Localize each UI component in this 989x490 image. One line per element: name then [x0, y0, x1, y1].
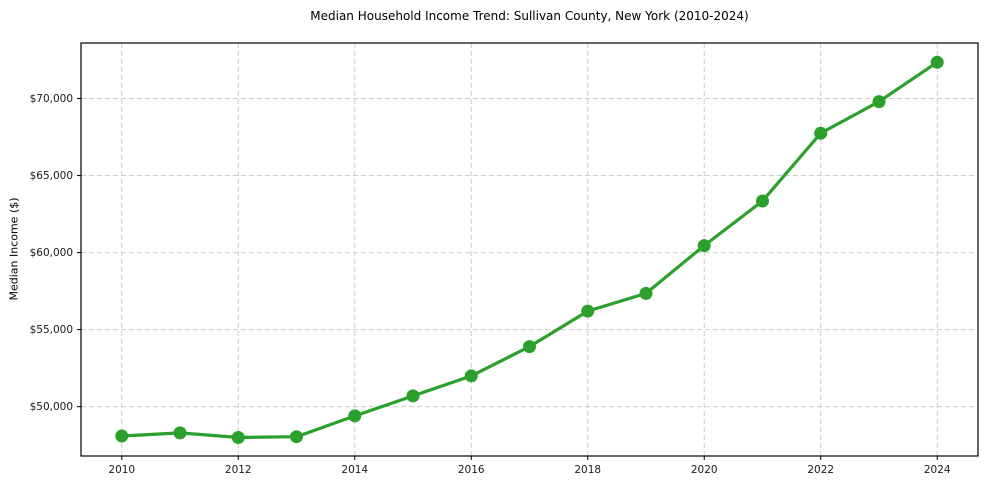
x-tick-label: 2016 [458, 464, 485, 476]
data-point [290, 430, 303, 444]
chart-title: Median Household Income Trend: Sullivan … [310, 9, 749, 23]
y-tick-label: $65,000 [30, 170, 73, 182]
data-point [464, 369, 478, 383]
x-tick-label: 2010 [108, 464, 135, 476]
y-tick-label: $50,000 [30, 401, 73, 413]
data-point [872, 95, 886, 109]
data-point [581, 304, 595, 318]
x-tick-label: 2018 [574, 464, 601, 476]
data-point [523, 340, 536, 354]
data-point [756, 194, 769, 208]
data-point [814, 126, 828, 140]
data-point [639, 286, 653, 300]
trend-line [120, 60, 939, 440]
y-tick-label: $55,000 [30, 324, 73, 336]
x-tick-label: 2012 [225, 464, 252, 476]
data-point [697, 239, 711, 253]
x-tick-label: 2020 [691, 464, 718, 476]
x-tick-label: 2022 [807, 464, 834, 476]
data-point [930, 55, 944, 69]
x-tick-label: 2014 [341, 464, 368, 476]
data-point [406, 389, 420, 403]
data-point [115, 429, 129, 443]
data-point [231, 431, 245, 444]
y-tick-label: $60,000 [30, 247, 73, 259]
data-point [173, 426, 187, 440]
data-point [348, 409, 362, 423]
plot-border [80, 42, 979, 457]
y-tick-label: $70,000 [30, 93, 73, 105]
x-tick-label: 2024 [924, 464, 951, 476]
